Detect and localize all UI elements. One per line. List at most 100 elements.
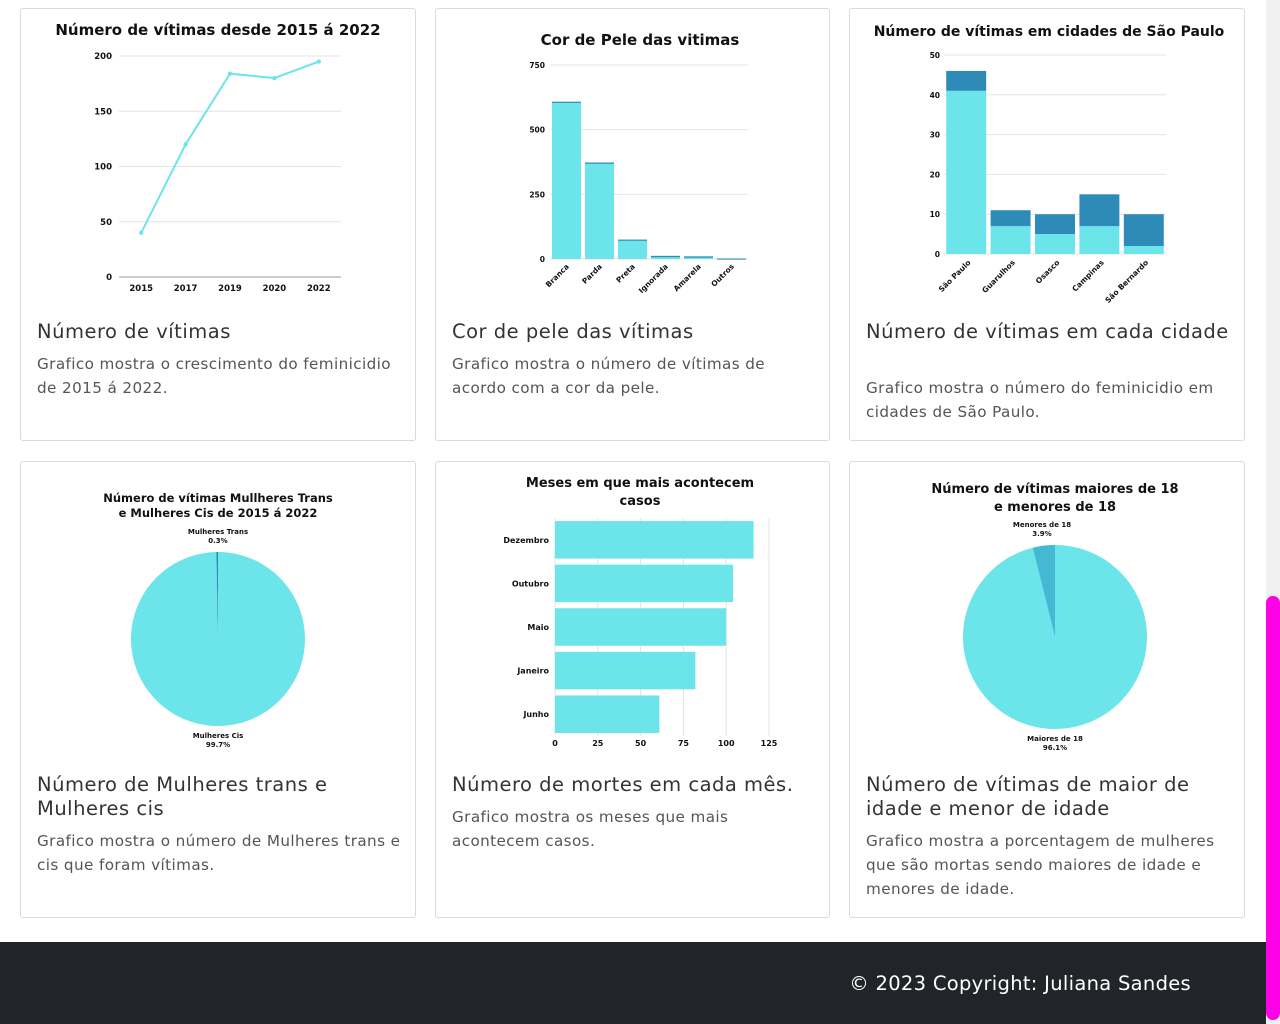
- chart-title-line: e menores de 18: [994, 500, 1116, 515]
- chart-title-line: Meses em que mais acontecem: [526, 476, 754, 491]
- card-text: Grafico mostra o número de Mulheres tran…: [37, 832, 401, 874]
- x-tick-label: Campinas: [1070, 258, 1106, 294]
- x-tick-label: 0: [552, 739, 558, 748]
- chart-cities: Número de vítimas em cidades de São Paul…: [874, 24, 1225, 305]
- data-point: [316, 59, 321, 64]
- chart-months: Meses em que mais acontecem casos 0 25 50 75…: [503, 476, 777, 748]
- x-tick-label: 2020: [263, 284, 287, 294]
- x-tick-label: São Paulo: [937, 258, 973, 294]
- y-tick-label: Dezembro: [503, 536, 549, 545]
- pie-slice: [216, 552, 218, 639]
- y-tick-label: Maio: [527, 623, 549, 632]
- x-tick-label: 50: [635, 739, 647, 748]
- card-skin-color: Cor de Pele das vitimas 0 250 500 750 Branca…: [435, 8, 830, 441]
- y-tick-label: Junho: [522, 710, 549, 719]
- bar-segment: [1079, 194, 1120, 227]
- slice-percent: 96.1%: [1043, 744, 1067, 752]
- card-trans-cis: Número de vítimas Mullheres Trans e Mulhe…: [20, 461, 416, 918]
- slice-label: Menores de 18: [1013, 521, 1071, 529]
- bar-segment: [990, 226, 1031, 254]
- x-tick-label: 25: [592, 739, 604, 748]
- x-tick-label: Preta: [614, 262, 637, 285]
- x-tick-label: 2022: [307, 284, 331, 294]
- y-tick-label: 10: [930, 210, 940, 219]
- bar: [555, 695, 660, 733]
- chart-age: Número de vítimas maiores de 18 e menores…: [931, 482, 1178, 752]
- card-text: Grafico mostra a porcentagem de mulheres…: [866, 832, 1215, 898]
- data-point: [272, 75, 277, 81]
- card-title: Número de mortes em cada mês.: [452, 773, 794, 796]
- bar: [555, 608, 727, 646]
- y-tick-label: 500: [529, 126, 545, 135]
- bar-segment: [1079, 226, 1120, 254]
- bar-segment: [1123, 214, 1164, 247]
- y-tick-label: Outubro: [512, 579, 550, 588]
- card-title: Número de Mulheres trans e Mulheres cis: [37, 773, 328, 820]
- bar-segment: [946, 90, 987, 254]
- y-tick-label: 750: [529, 61, 545, 70]
- slice-percent: 3.9%: [1032, 530, 1051, 538]
- card-cities: Número de vítimas em cidades de São Paul…: [849, 8, 1245, 441]
- chart-title: Número de vítimas desde 2015 á 2022: [55, 21, 380, 39]
- chart-trans-cis: Número de vítimas Mullheres Trans e Mulhe…: [103, 491, 333, 749]
- pie-slice: [131, 552, 306, 726]
- bar: [555, 651, 696, 690]
- bar: [551, 101, 582, 259]
- y-tick-label: 0: [935, 250, 940, 259]
- x-tick-label: 100: [718, 739, 735, 748]
- chart-title-line: casos: [620, 494, 661, 509]
- x-tick-label: São Bernardo: [1103, 258, 1150, 305]
- card-text: Grafico mostra os meses que mais acontec…: [452, 808, 729, 850]
- bar: [584, 162, 615, 259]
- slice-percent: 99.7%: [206, 741, 230, 749]
- y-tick-label: 0: [540, 255, 545, 264]
- x-tick-label: Osasco: [1034, 258, 1062, 286]
- chart-skin-color: Cor de Pele das vitimas 0 250 500 750 Branca…: [529, 31, 748, 295]
- pie-slice: [1032, 545, 1055, 637]
- bar: [555, 564, 734, 603]
- card-text: Grafico mostra o crescimento do feminici…: [37, 355, 391, 397]
- bar-segment: [990, 210, 1031, 227]
- bar: [617, 239, 648, 259]
- card-victims-per-year: Número de vítimas desde 2015 á 2022 0 50 1…: [20, 8, 416, 441]
- slice-label: Mulheres Cis: [193, 732, 244, 740]
- data-point: [227, 71, 233, 76]
- card-age: Número de vítimas maiores de 18 e menores…: [849, 461, 1245, 918]
- chart-title-line: Número de vítimas maiores de 18: [931, 482, 1178, 497]
- card-title: Número de vítimas de maior de idade e me…: [866, 773, 1190, 820]
- y-tick-label: 20: [930, 170, 940, 179]
- x-tick-label: Outros: [709, 262, 736, 289]
- chart-title: Número de vítimas Mullheres Trans e Mulhe…: [103, 491, 333, 520]
- footer-copyright: © 2023 Copyright: Juliana Sandes: [849, 972, 1191, 995]
- y-tick-label: 50: [930, 51, 940, 60]
- y-tick-label: 30: [930, 131, 940, 140]
- card-months: Meses em que mais acontecem casos 0 25 50 75…: [435, 461, 830, 918]
- y-tick-label: 50: [100, 218, 112, 228]
- x-tick-label: Ignorada: [637, 262, 670, 295]
- chart-title: Número de vítimas em cidades de São Paul…: [874, 24, 1225, 40]
- slice-label: Mulheres Trans: [188, 528, 248, 536]
- x-tick-label: 2015: [129, 284, 153, 294]
- bar-segment: [1123, 246, 1164, 254]
- footer: © 2023 Copyright: Juliana Sandes: [0, 942, 1266, 1024]
- x-tick-label: Guarulhos: [980, 258, 1017, 295]
- y-tick-label: 40: [930, 91, 940, 100]
- slice-label: Maiores de 18: [1027, 735, 1083, 743]
- bar: [650, 255, 681, 259]
- y-tick-label: 100: [94, 163, 112, 173]
- chart-title-line: Número de vítimas Mullheres Trans: [103, 491, 333, 505]
- x-tick-label: Branca: [544, 262, 571, 289]
- y-tick-label: 150: [94, 107, 112, 117]
- card-title: Cor de pele das vítimas: [452, 320, 694, 343]
- chart-title: Cor de Pele das vitimas: [541, 31, 740, 49]
- scrollbar-thumb[interactable]: [1266, 596, 1280, 1020]
- x-tick-label: Amarela: [672, 262, 703, 293]
- bar-segment: [946, 70, 987, 91]
- data-point: [183, 142, 188, 147]
- chart-title: Meses em que mais acontecem casos: [526, 476, 754, 509]
- card-title: Número de vítimas em cada cidade: [866, 320, 1229, 343]
- x-tick-label: 75: [678, 739, 690, 748]
- bar-segment: [1035, 214, 1075, 235]
- bar: [683, 256, 714, 259]
